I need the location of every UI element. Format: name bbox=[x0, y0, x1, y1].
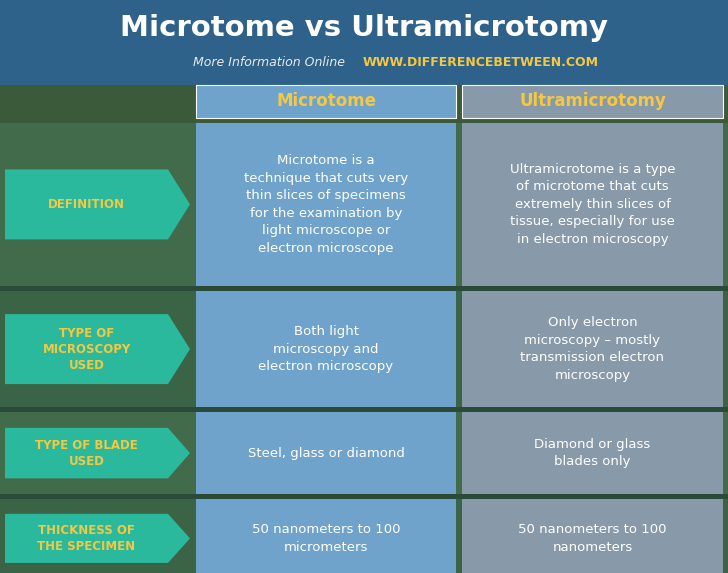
Polygon shape bbox=[5, 428, 190, 478]
FancyBboxPatch shape bbox=[196, 85, 456, 118]
FancyBboxPatch shape bbox=[462, 413, 723, 494]
FancyBboxPatch shape bbox=[0, 413, 728, 494]
Text: Diamond or glass
blades only: Diamond or glass blades only bbox=[534, 438, 651, 468]
Text: Ultramicrotomy: Ultramicrotomy bbox=[519, 92, 666, 111]
FancyBboxPatch shape bbox=[196, 291, 456, 407]
FancyBboxPatch shape bbox=[196, 499, 456, 573]
Polygon shape bbox=[5, 514, 190, 563]
Text: Both light
microscopy and
electron microscopy: Both light microscopy and electron micro… bbox=[258, 325, 394, 373]
Polygon shape bbox=[5, 170, 190, 240]
FancyBboxPatch shape bbox=[0, 123, 728, 286]
Text: Microtome is a
technique that cuts very
thin slices of specimens
for the examina: Microtome is a technique that cuts very … bbox=[244, 154, 408, 254]
Text: DEFINITION: DEFINITION bbox=[48, 198, 125, 211]
FancyBboxPatch shape bbox=[196, 123, 456, 286]
Text: TYPE OF
MICROSCOPY
USED: TYPE OF MICROSCOPY USED bbox=[42, 327, 130, 372]
FancyBboxPatch shape bbox=[462, 291, 723, 407]
FancyBboxPatch shape bbox=[0, 499, 728, 573]
FancyBboxPatch shape bbox=[0, 494, 728, 499]
Text: THICKNESS OF
THE SPECIMEN: THICKNESS OF THE SPECIMEN bbox=[37, 524, 135, 553]
Text: Steel, glass or diamond: Steel, glass or diamond bbox=[248, 446, 405, 460]
Text: TYPE OF BLADE
USED: TYPE OF BLADE USED bbox=[35, 438, 138, 468]
Text: Microtome vs Ultramicrotomy: Microtome vs Ultramicrotomy bbox=[120, 14, 608, 42]
Text: 50 nanometers to 100
micrometers: 50 nanometers to 100 micrometers bbox=[252, 523, 400, 554]
FancyBboxPatch shape bbox=[0, 0, 728, 85]
Text: WWW.DIFFERENCEBETWEEN.COM: WWW.DIFFERENCEBETWEEN.COM bbox=[363, 56, 598, 69]
FancyBboxPatch shape bbox=[196, 413, 456, 494]
FancyBboxPatch shape bbox=[0, 407, 728, 413]
Text: 50 nanometers to 100
nanometers: 50 nanometers to 100 nanometers bbox=[518, 523, 667, 554]
FancyBboxPatch shape bbox=[462, 499, 723, 573]
FancyBboxPatch shape bbox=[462, 123, 723, 286]
FancyBboxPatch shape bbox=[0, 291, 728, 407]
Text: Microtome: Microtome bbox=[276, 92, 376, 111]
FancyBboxPatch shape bbox=[462, 85, 723, 118]
Text: Ultramicrotome is a type
of microtome that cuts
extremely thin slices of
tissue,: Ultramicrotome is a type of microtome th… bbox=[510, 163, 676, 246]
FancyBboxPatch shape bbox=[0, 286, 728, 291]
Polygon shape bbox=[5, 314, 190, 384]
Text: Only electron
microscopy – mostly
transmission electron
microscopy: Only electron microscopy – mostly transm… bbox=[521, 316, 665, 382]
Text: More Information Online: More Information Online bbox=[194, 56, 345, 69]
